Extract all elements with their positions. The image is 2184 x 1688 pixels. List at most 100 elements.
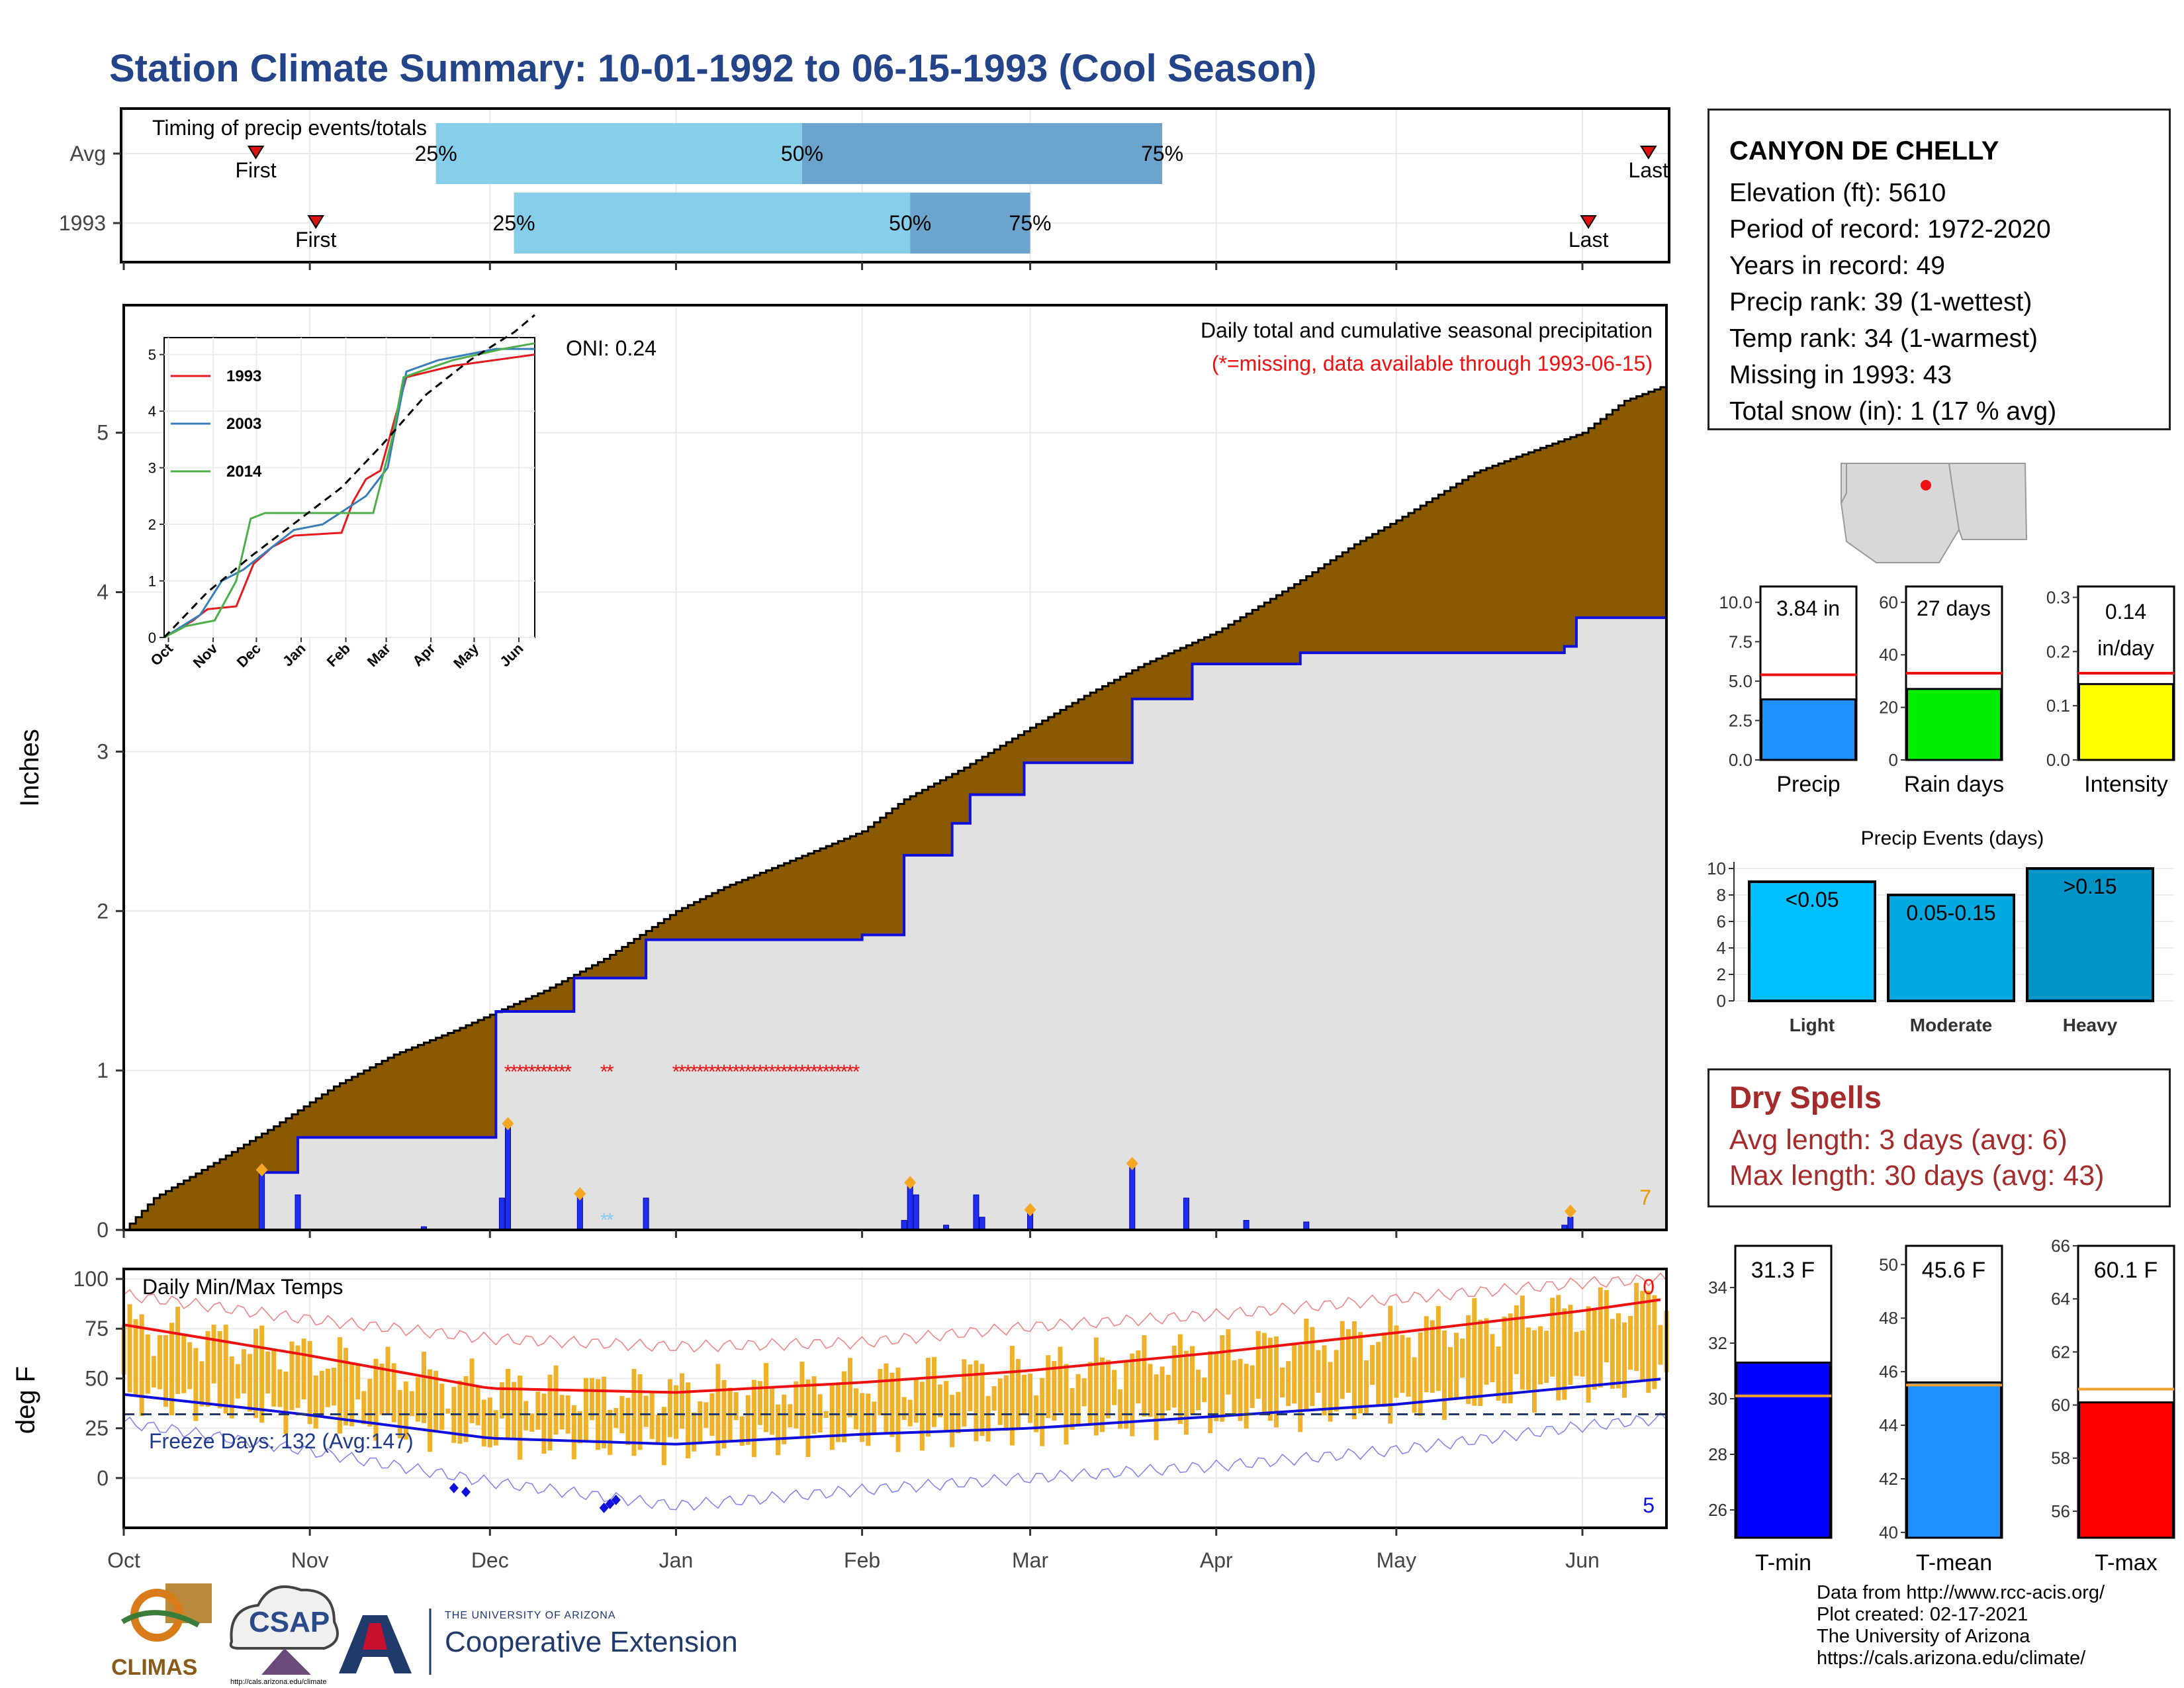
daily-temp-bar [919, 1382, 925, 1451]
daily-temp-bar [217, 1331, 222, 1409]
missing-day-marker: * [828, 1061, 836, 1083]
daily-temp-bar [1544, 1331, 1549, 1383]
daily-temp-bar [643, 1395, 649, 1427]
daily-precip-bar [504, 1125, 511, 1231]
daily-temp-bar [889, 1372, 895, 1437]
daily-temp-bar [1514, 1305, 1519, 1374]
daily-temp-bar [847, 1358, 852, 1417]
daily-precip-bar [901, 1220, 907, 1231]
daily-temp-bar [445, 1408, 451, 1414]
month-label: Oct [107, 1548, 140, 1572]
daily-temp-bar [577, 1411, 582, 1444]
daily-temp-bar [962, 1359, 967, 1427]
daily-temp-bar [692, 1412, 697, 1452]
inset-average-dashed-line [163, 314, 535, 639]
daily-temp-bar [1136, 1350, 1141, 1404]
gauge-value-bar [2078, 682, 2174, 761]
temps-axes: 0 25 50 75 100 [73, 1267, 1584, 1536]
timing-first-label: First [235, 158, 276, 182]
inset-frame [163, 337, 535, 638]
daily-temp-bar [631, 1369, 637, 1456]
gauge-ytick-label: 46 [1879, 1362, 1898, 1382]
daily-temp-bar [1298, 1345, 1303, 1432]
daily-temp-bar [512, 1382, 517, 1440]
credits: Data from http://www.rcc-acis.org/ Plot … [1817, 1582, 2105, 1669]
daily-temp-bar [1081, 1378, 1087, 1407]
daily-temp-bar [439, 1383, 445, 1430]
missing-day-marker: * [714, 1061, 722, 1083]
daily-temp-bar [193, 1348, 199, 1421]
daily-temp-bar [956, 1391, 961, 1434]
timing-last-label: Last [1569, 228, 1609, 252]
timing-first-label: First [295, 228, 336, 252]
daily-temp-bar [938, 1384, 943, 1417]
daily-temp-bar [319, 1370, 324, 1417]
station-line: Period of record: 1972-2020 [1729, 215, 2051, 244]
precip-chart: *********** ** ***************************… [15, 304, 1668, 1242]
events-title: Precip Events (days) [1861, 827, 2044, 849]
missing-day-marker: * [684, 1061, 692, 1083]
daily-temp-bar [1400, 1335, 1405, 1393]
timing-row-label: Avg [69, 142, 106, 165]
daily-temp-bar [505, 1368, 510, 1438]
cold-record-diamond-icon [605, 1498, 615, 1509]
missing-day-marker: * [852, 1061, 860, 1083]
temps-ytick-label: 25 [85, 1417, 109, 1440]
cumulative-1993-area [124, 618, 1666, 1230]
daily-temp-bar [1430, 1320, 1435, 1393]
daily-temp-bar [974, 1360, 979, 1442]
missing-day-marker: * [774, 1061, 782, 1083]
daily-temp-bar [127, 1304, 132, 1393]
daily-temp-bar [763, 1363, 768, 1432]
daily-temp-bar [235, 1364, 240, 1399]
daily-temp-bar [1177, 1334, 1183, 1425]
missing-day-marker: * [678, 1061, 686, 1083]
daily-temp-bar [1622, 1322, 1627, 1398]
daily-temp-bar [1238, 1358, 1243, 1421]
daily-temp-bar [854, 1388, 859, 1430]
daily-temp-bar [1412, 1357, 1417, 1413]
daily-temp-bar [428, 1369, 433, 1452]
daily-temp-bar [823, 1411, 829, 1418]
station-line: Precip rank: 39 (1-wettest) [1729, 288, 2032, 316]
cold-record-diamond-icon [449, 1482, 459, 1493]
precip-event-diamond-icon [255, 1163, 268, 1177]
gauge-ytick-label: 42 [1879, 1469, 1898, 1489]
daily-temp-bar [1538, 1326, 1543, 1385]
timing-bar-q25-q50 [435, 123, 802, 184]
events-bar-label: >0.15 [2064, 874, 2117, 898]
timing-bar-q25-q50 [514, 193, 911, 254]
station-line: Total snow (in): 1 (17 % avg) [1729, 397, 2057, 426]
timing-last-triangle-icon [1580, 215, 1597, 229]
missing-day-marker: * [756, 1061, 764, 1083]
gauge-ytick-label: 20 [1879, 698, 1898, 718]
station-line: Missing in 1993: 43 [1729, 361, 1952, 389]
temps-ylabel: deg F [11, 1366, 40, 1434]
daily-temp-bar [1550, 1297, 1555, 1377]
daily-temp-bar [619, 1396, 625, 1434]
csap-logo: CSAP http://cals.arizona.edu/climate [229, 1585, 339, 1686]
daily-temp-bar [1087, 1362, 1093, 1425]
inset-series-line [163, 342, 535, 639]
credit-line: https://cals.arizona.edu/climate/ [1817, 1648, 2086, 1669]
events-bar [2026, 867, 2154, 1002]
daily-temp-bar [589, 1378, 594, 1421]
gauge-ytick-label: 0.2 [2046, 641, 2070, 661]
gauge-value-text: 45.6 F [1922, 1258, 1985, 1283]
missing-day-marker: * [804, 1061, 812, 1083]
daily-temp-bar [1208, 1351, 1213, 1434]
gauge-value-bar [1906, 1381, 2002, 1539]
events-ytick-label: 2 [1717, 964, 1726, 984]
missing-day-marker: * [672, 1061, 680, 1083]
daily-temp-bar [1490, 1334, 1495, 1383]
gauge-ytick-label: 34 [1708, 1278, 1727, 1297]
gauge-ytick-label: 58 [2051, 1448, 2070, 1468]
precip-axes: 0 1 2 3 4 5 [97, 421, 1584, 1242]
gauge-ytick-label: 48 [1879, 1308, 1898, 1328]
credit-line: Plot created: 02-17-2021 [1817, 1604, 2028, 1625]
daily-temp-bar [559, 1395, 565, 1430]
daily-temp-bar [1646, 1290, 1651, 1393]
gauge-ytick-label: 50 [1879, 1254, 1898, 1274]
temps-ytick-label: 75 [85, 1317, 109, 1340]
